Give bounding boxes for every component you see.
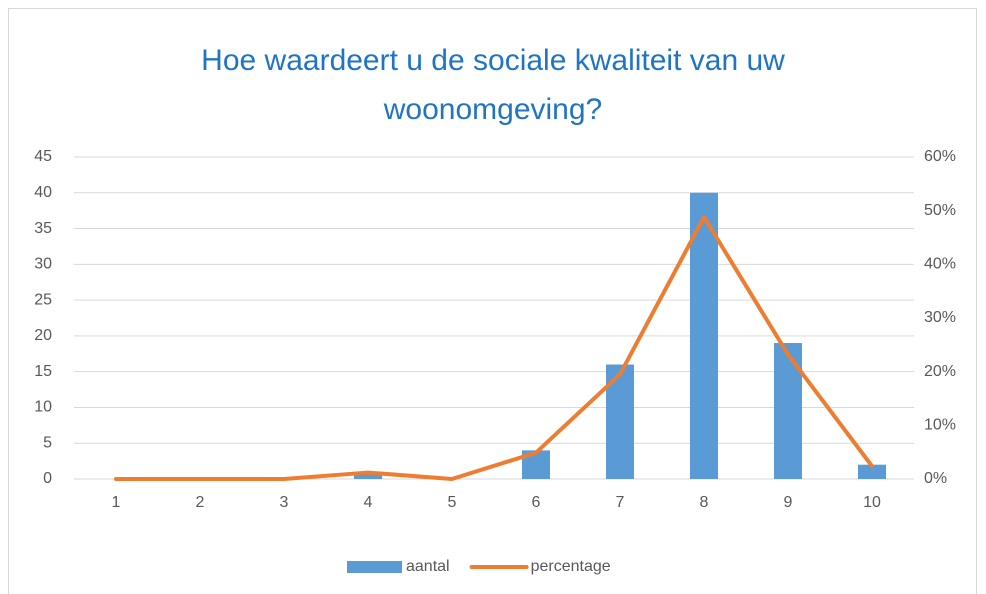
y2-tick-label: 0%	[924, 470, 947, 487]
line	[114, 215, 874, 481]
x-tick-label: 9	[784, 494, 793, 511]
y-tick-label: 15	[34, 363, 52, 380]
y2-tick-label: 50%	[924, 202, 956, 219]
y2-tick-label: 20%	[924, 363, 956, 380]
y-tick-label: 10	[34, 399, 52, 416]
y-tick-label: 35	[34, 220, 52, 237]
y-tick-label: 20	[34, 327, 52, 344]
x-tick-label: 3	[280, 494, 289, 511]
y2-tick-label: 10%	[924, 417, 956, 434]
x-tick-label: 1	[112, 494, 121, 511]
y-tick-label: 45	[34, 148, 52, 165]
legend-label: percentage	[531, 558, 611, 575]
y-tick-label: 30	[34, 256, 52, 273]
legend-swatch	[347, 561, 402, 573]
legend-label: aantal	[406, 558, 450, 575]
y2-tick-label: 40%	[924, 256, 956, 273]
bar	[690, 192, 718, 479]
x-tick-label: 6	[532, 494, 541, 511]
y2-tick-label: 60%	[924, 148, 956, 165]
chart-border	[8, 8, 977, 594]
x-tick-label: 10	[863, 494, 881, 511]
y-tick-label: 5	[43, 434, 52, 451]
x-tick-label: 2	[196, 494, 205, 511]
chart-title: woonomgeving?	[383, 93, 602, 126]
x-tick-label: 5	[448, 494, 457, 511]
bar	[354, 471, 382, 479]
x-tick-label: 7	[616, 494, 625, 511]
bar	[774, 343, 802, 479]
chart-title: Hoe waardeert u de sociale kwaliteit van…	[201, 44, 785, 77]
x-tick-label: 4	[364, 494, 373, 511]
y2-tick-label: 30%	[924, 309, 956, 326]
y-tick-label: 40	[34, 184, 52, 201]
y-tick-label: 0	[43, 470, 52, 487]
x-tick-label: 8	[700, 494, 709, 511]
y-tick-label: 25	[34, 291, 52, 308]
bar	[858, 464, 886, 479]
